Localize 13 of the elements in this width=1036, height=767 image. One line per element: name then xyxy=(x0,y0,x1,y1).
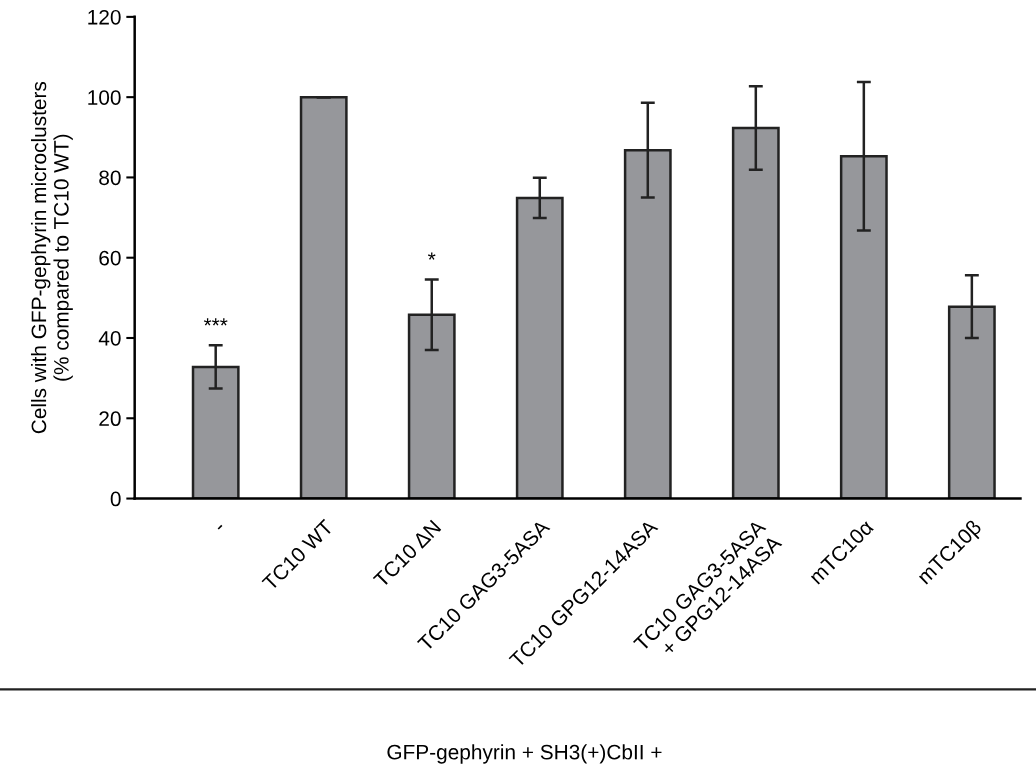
y-axis-title: Cells with GFP-gephyrin microclusters (% compared to TC10 WT) xyxy=(30,81,73,434)
x-axis-title: GFP-gephyrin + SH3(+)CbII + xyxy=(387,744,662,764)
y-tick-label: 40 xyxy=(98,330,121,346)
y-tick-label: 0 xyxy=(110,491,121,507)
y-tick-label: 100 xyxy=(88,90,121,105)
annotation: * xyxy=(428,252,436,260)
annotation: *** xyxy=(203,318,228,326)
y-tick-label: 20 xyxy=(99,411,121,427)
y-tick-label: 80 xyxy=(99,170,121,186)
y-tick-label: 120 xyxy=(88,9,121,25)
y-tick-label: 60 xyxy=(99,250,121,266)
x-tick-label: - xyxy=(217,524,223,530)
bar xyxy=(299,95,348,499)
